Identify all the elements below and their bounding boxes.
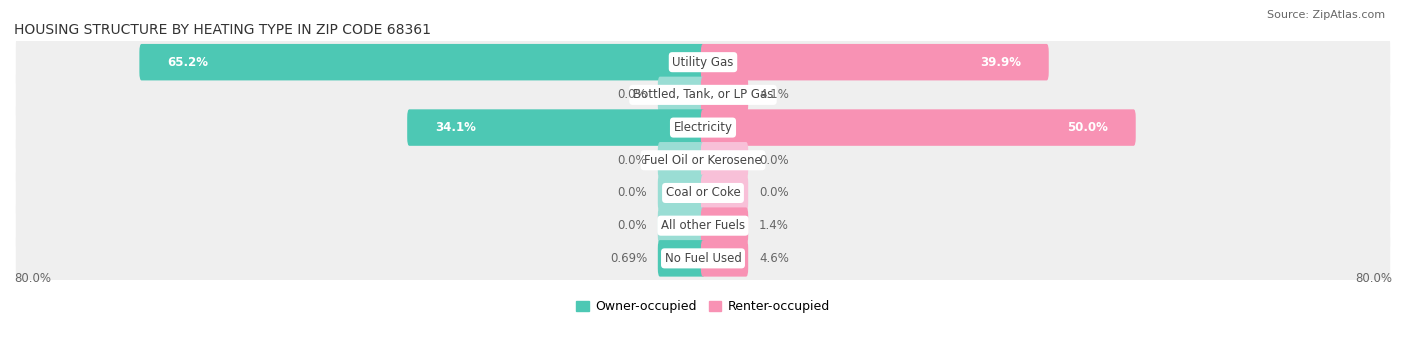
FancyBboxPatch shape xyxy=(700,240,748,277)
Text: 50.0%: 50.0% xyxy=(1067,121,1108,134)
FancyBboxPatch shape xyxy=(15,22,1391,102)
FancyBboxPatch shape xyxy=(700,175,748,211)
Text: 0.0%: 0.0% xyxy=(759,187,789,199)
Text: All other Fuels: All other Fuels xyxy=(661,219,745,232)
Text: 0.69%: 0.69% xyxy=(610,252,647,265)
Text: Coal or Coke: Coal or Coke xyxy=(665,187,741,199)
FancyBboxPatch shape xyxy=(15,186,1391,266)
FancyBboxPatch shape xyxy=(658,175,706,211)
Text: HOUSING STRUCTURE BY HEATING TYPE IN ZIP CODE 68361: HOUSING STRUCTURE BY HEATING TYPE IN ZIP… xyxy=(14,23,432,37)
Text: 65.2%: 65.2% xyxy=(167,56,208,69)
Text: Utility Gas: Utility Gas xyxy=(672,56,734,69)
Text: 4.6%: 4.6% xyxy=(759,252,789,265)
FancyBboxPatch shape xyxy=(700,109,1136,146)
FancyBboxPatch shape xyxy=(658,207,706,244)
FancyBboxPatch shape xyxy=(139,44,706,80)
Text: Fuel Oil or Kerosene: Fuel Oil or Kerosene xyxy=(644,154,762,167)
Text: No Fuel Used: No Fuel Used xyxy=(665,252,741,265)
FancyBboxPatch shape xyxy=(700,142,748,179)
FancyBboxPatch shape xyxy=(15,120,1391,200)
FancyBboxPatch shape xyxy=(700,44,1049,80)
Text: 34.1%: 34.1% xyxy=(436,121,477,134)
Text: 4.1%: 4.1% xyxy=(759,88,789,101)
FancyBboxPatch shape xyxy=(700,207,748,244)
FancyBboxPatch shape xyxy=(408,109,706,146)
Text: 39.9%: 39.9% xyxy=(980,56,1021,69)
Text: 0.0%: 0.0% xyxy=(617,187,647,199)
FancyBboxPatch shape xyxy=(15,153,1391,233)
Text: 0.0%: 0.0% xyxy=(759,154,789,167)
Text: Electricity: Electricity xyxy=(673,121,733,134)
FancyBboxPatch shape xyxy=(658,142,706,179)
FancyBboxPatch shape xyxy=(15,219,1391,298)
Text: 0.0%: 0.0% xyxy=(617,219,647,232)
Text: Source: ZipAtlas.com: Source: ZipAtlas.com xyxy=(1267,10,1385,20)
Text: 0.0%: 0.0% xyxy=(617,154,647,167)
Text: Bottled, Tank, or LP Gas: Bottled, Tank, or LP Gas xyxy=(633,88,773,101)
Text: 1.4%: 1.4% xyxy=(759,219,789,232)
FancyBboxPatch shape xyxy=(15,55,1391,135)
Text: 0.0%: 0.0% xyxy=(617,88,647,101)
Text: 80.0%: 80.0% xyxy=(1355,272,1392,285)
FancyBboxPatch shape xyxy=(700,77,748,113)
FancyBboxPatch shape xyxy=(658,77,706,113)
FancyBboxPatch shape xyxy=(658,240,706,277)
Legend: Owner-occupied, Renter-occupied: Owner-occupied, Renter-occupied xyxy=(571,295,835,318)
Text: 80.0%: 80.0% xyxy=(14,272,51,285)
FancyBboxPatch shape xyxy=(15,88,1391,167)
